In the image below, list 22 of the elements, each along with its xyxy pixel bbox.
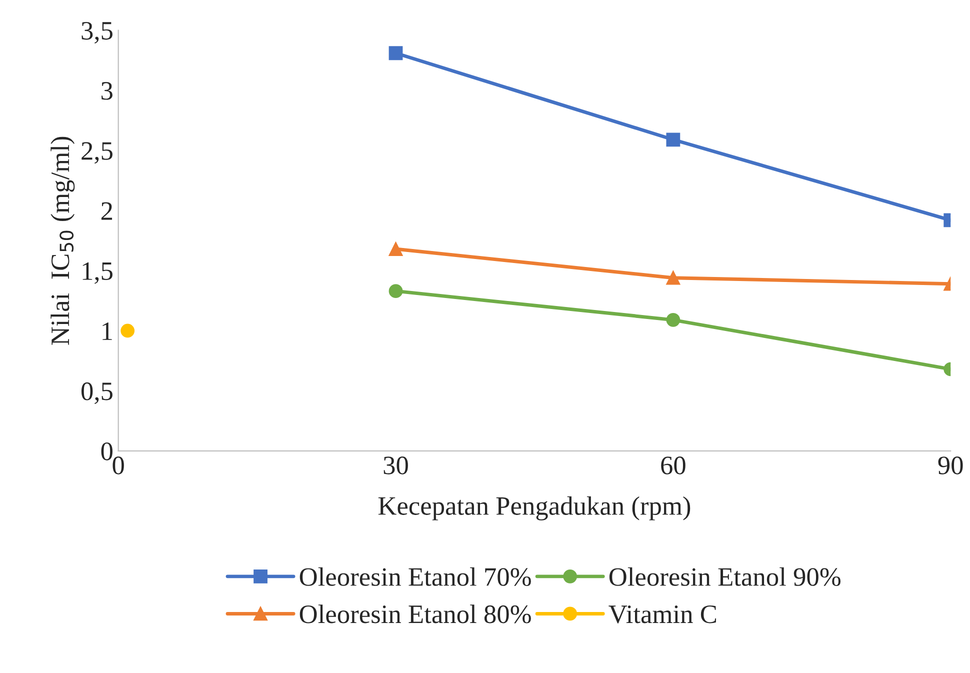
x-tick-label: 30 bbox=[384, 456, 408, 474]
y-tick-label: 3,5 bbox=[82, 22, 112, 44]
x-tick-label: 0 bbox=[112, 456, 124, 474]
point bbox=[388, 242, 403, 256]
y-tick-label: 3 bbox=[102, 82, 112, 100]
point bbox=[388, 284, 403, 298]
point bbox=[388, 46, 403, 60]
y-tick-label: 2,5 bbox=[82, 142, 112, 164]
x-axis-title: Kecepatan Pengadukan (rpm) bbox=[378, 496, 690, 520]
legend-label: Vitamin C bbox=[608, 605, 716, 624]
legend-label: Oleoresin Etanol 70% bbox=[300, 567, 531, 586]
y-tick-label: 2 bbox=[101, 202, 112, 220]
y-tick-label: 0 bbox=[101, 442, 112, 460]
y-tick-label: 0,5 bbox=[82, 382, 112, 404]
y-tick-label: 1 bbox=[102, 322, 112, 340]
x-tick-label: 60 bbox=[661, 456, 686, 474]
x-tick-label: 90 bbox=[938, 456, 963, 474]
point bbox=[120, 324, 135, 338]
y-axis-title: Nilai IC$_{50}$ (mg/ml) bbox=[50, 136, 75, 345]
y-tick-label: 1,5 bbox=[82, 262, 112, 284]
legend-label: Oleoresin Etanol 80% bbox=[300, 604, 531, 624]
legend-label: Oleoresin Etanol 90% bbox=[609, 567, 840, 586]
